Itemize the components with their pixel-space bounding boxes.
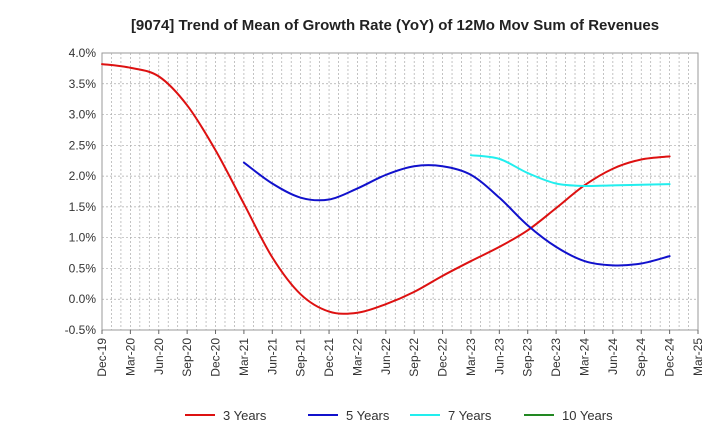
x-tick-label: Sep-22 xyxy=(407,338,421,377)
chart-title: [9074] Trend of Mean of Growth Rate (YoY… xyxy=(131,17,659,34)
x-tick-label: Mar-20 xyxy=(123,338,137,376)
x-tick-label: Jun-22 xyxy=(379,338,393,375)
y-tick-label: 2.0% xyxy=(69,169,97,183)
x-tick-label: Dec-24 xyxy=(663,338,677,377)
x-tick-label: Mar-25 xyxy=(691,338,705,376)
legend-label-3-years: 3 Years xyxy=(223,408,267,423)
x-tick-label: Mar-21 xyxy=(237,338,251,376)
plot-frame xyxy=(101,52,699,331)
plot-area xyxy=(101,52,699,331)
y-tick-label: 4.0% xyxy=(69,46,97,60)
y-tick-label: 1.0% xyxy=(69,231,97,245)
series-line-3-years xyxy=(101,63,671,315)
series-layer xyxy=(101,63,671,315)
series-line-5-years xyxy=(242,161,671,267)
x-tick-label: Mar-22 xyxy=(350,338,364,376)
x-axis: Dec-19 Mar-20 Jun-20 Sep-20 Dec-20 Mar-21 Jun-… xyxy=(95,330,705,377)
x-tick-label: Sep-23 xyxy=(521,338,535,377)
legend: 3 Years 5 Years 7 Years 10 Years xyxy=(185,408,613,423)
x-tick-label: Jun-21 xyxy=(265,338,279,375)
x-tick-label: Dec-19 xyxy=(95,338,109,377)
y-tick-label: 2.5% xyxy=(69,138,97,152)
x-tick-label: Dec-20 xyxy=(209,338,223,377)
y-tick-label: -0.5% xyxy=(65,323,97,337)
legend-label-10-years: 10 Years xyxy=(562,408,613,423)
x-tick-label: Dec-21 xyxy=(322,338,336,377)
x-tick-label: Jun-20 xyxy=(152,338,166,375)
x-tick-label: Dec-22 xyxy=(436,338,450,377)
series-line-7-years xyxy=(469,154,671,188)
y-axis: 4.0% 3.5% 3.0% 2.5% 2.0% 1.5% 1.0% 0.5% 0.0% -0.5… xyxy=(65,46,97,337)
y-tick-label: 3.0% xyxy=(69,108,97,122)
legend-label-7-years: 7 Years xyxy=(448,408,492,423)
x-tick-label: Mar-23 xyxy=(464,338,478,376)
y-tick-label: 1.5% xyxy=(69,200,97,214)
x-tick-label: Mar-24 xyxy=(577,338,591,376)
x-tick-label: Sep-24 xyxy=(634,338,648,377)
y-tick-label: 0.0% xyxy=(69,292,97,306)
legend-label-5-years: 5 Years xyxy=(346,408,390,423)
x-tick-label: Dec-23 xyxy=(549,338,563,377)
y-tick-label: 0.5% xyxy=(69,261,97,275)
x-tick-label: Jun-24 xyxy=(606,338,620,375)
x-tick-label: Sep-21 xyxy=(294,338,308,377)
y-tick-label: 3.5% xyxy=(69,77,97,91)
x-tick-label: Sep-20 xyxy=(180,338,194,377)
x-tick-label: Jun-23 xyxy=(492,338,506,375)
